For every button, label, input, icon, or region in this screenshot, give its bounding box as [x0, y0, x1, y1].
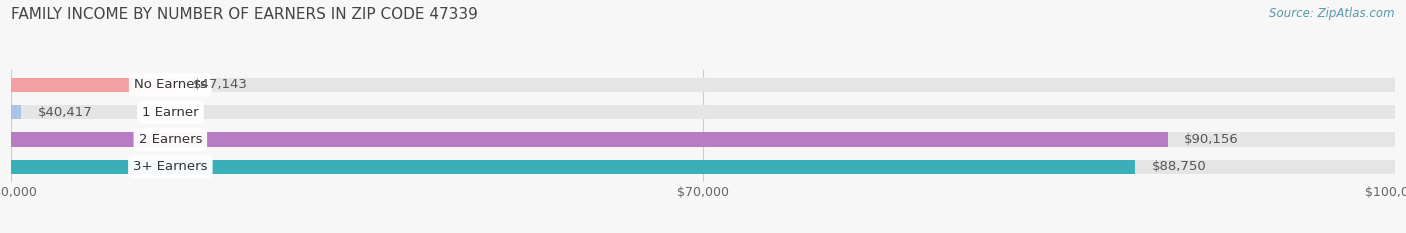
Bar: [11, 132, 1168, 147]
Bar: [11, 78, 176, 92]
Bar: [11, 160, 1395, 174]
Bar: [11, 132, 1395, 147]
Bar: [11, 78, 1395, 92]
Text: 3+ Earners: 3+ Earners: [134, 160, 208, 173]
Text: $40,417: $40,417: [38, 106, 93, 119]
Bar: [11, 105, 21, 119]
Text: Source: ZipAtlas.com: Source: ZipAtlas.com: [1270, 7, 1395, 20]
Bar: [11, 160, 1135, 174]
Text: FAMILY INCOME BY NUMBER OF EARNERS IN ZIP CODE 47339: FAMILY INCOME BY NUMBER OF EARNERS IN ZI…: [11, 7, 478, 22]
Text: 2 Earners: 2 Earners: [139, 133, 202, 146]
Text: $47,143: $47,143: [193, 78, 247, 91]
Text: $88,750: $88,750: [1152, 160, 1206, 173]
Text: 1 Earner: 1 Earner: [142, 106, 198, 119]
Text: No Earners: No Earners: [134, 78, 207, 91]
Text: $90,156: $90,156: [1184, 133, 1239, 146]
Bar: [11, 105, 1395, 119]
